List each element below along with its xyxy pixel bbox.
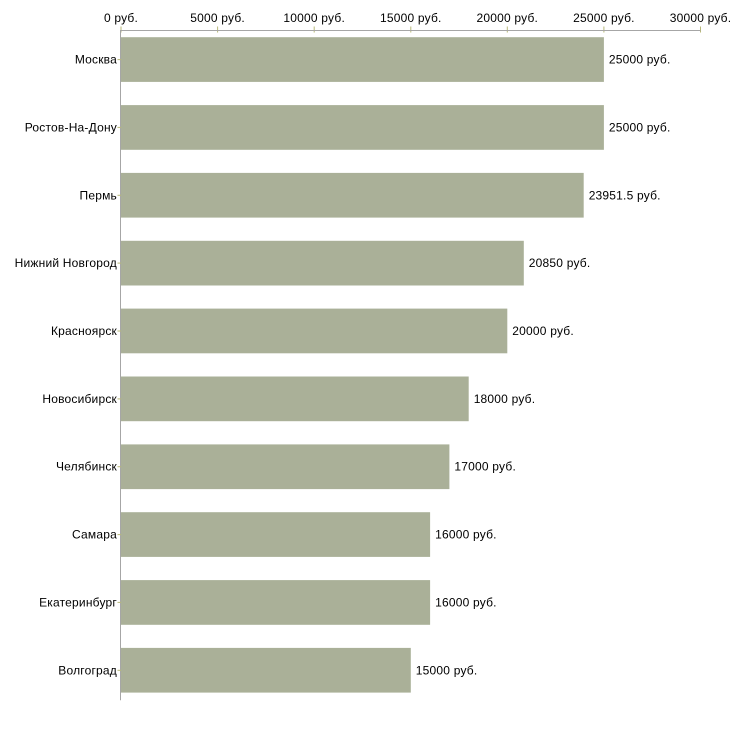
svg-text:17000 руб.: 17000 руб. (454, 460, 516, 474)
svg-text:16000 руб.: 16000 руб. (435, 528, 497, 542)
svg-text:Красноярск: Красноярск (51, 324, 118, 338)
svg-text:25000 руб.: 25000 руб. (609, 53, 671, 67)
svg-text:16000 руб.: 16000 руб. (435, 595, 497, 609)
svg-text:23951.5 руб.: 23951.5 руб. (589, 188, 661, 202)
svg-text:5000 руб.: 5000 руб. (190, 11, 245, 25)
svg-text:Волгоград: Волгоград (58, 663, 117, 677)
svg-text:Москва: Москва (75, 53, 117, 67)
svg-text:25000 руб.: 25000 руб. (573, 11, 635, 25)
svg-text:10000 руб.: 10000 руб. (283, 11, 345, 25)
svg-text:15000 руб.: 15000 руб. (416, 663, 478, 677)
svg-text:20000 руб.: 20000 руб. (512, 324, 574, 338)
svg-text:20000 руб.: 20000 руб. (477, 11, 539, 25)
svg-text:30000 руб.: 30000 руб. (670, 11, 730, 25)
svg-text:Пермь: Пермь (80, 188, 117, 202)
svg-text:15000 руб.: 15000 руб. (380, 11, 442, 25)
svg-text:0 руб.: 0 руб. (104, 11, 138, 25)
svg-text:18000 руб.: 18000 руб. (474, 392, 536, 406)
svg-text:Челябинск: Челябинск (56, 460, 118, 474)
svg-text:Нижний Новгород: Нижний Новгород (15, 256, 117, 270)
svg-text:Екатеринбург: Екатеринбург (39, 595, 117, 609)
svg-text:Ростов-На-Дону: Ростов-На-Дону (25, 120, 117, 134)
svg-text:Самара: Самара (72, 528, 117, 542)
svg-text:20850 руб.: 20850 руб. (529, 256, 591, 270)
svg-text:Новосибирск: Новосибирск (42, 392, 117, 406)
svg-text:25000 руб.: 25000 руб. (609, 120, 671, 134)
